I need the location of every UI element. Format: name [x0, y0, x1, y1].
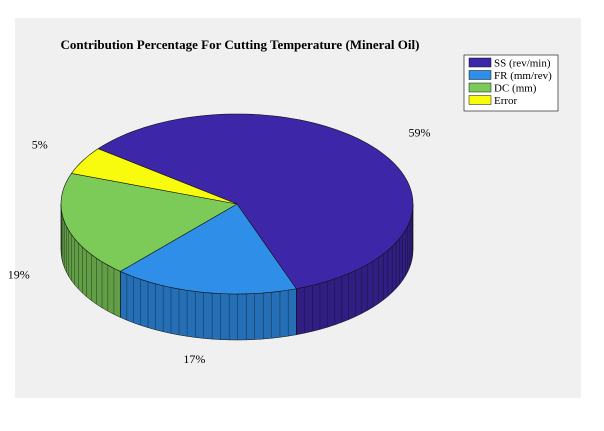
- pie-slice-error: [70, 148, 238, 205]
- pie-slice-fr: [119, 203, 297, 295]
- legend-swatch: [468, 82, 492, 93]
- legend-label: SS (rev/min): [494, 58, 551, 70]
- pct-label-ss: 59%: [409, 126, 431, 140]
- pct-label-dc: 19%: [8, 267, 30, 281]
- pct-label-fr: 17%: [183, 352, 205, 366]
- legend-label: DC (mm): [494, 83, 537, 95]
- legend-swatch: [468, 70, 492, 80]
- legend-label: FR (mm/rev): [494, 70, 552, 82]
- chart-title: Contribution Percentage For Cutting Temp…: [61, 37, 420, 52]
- percent-labels: 59% 17% 19% 5%: [8, 126, 431, 367]
- pie-group: [60, 113, 414, 341]
- pie-slice-dc: [60, 173, 238, 272]
- legend-label: Error: [494, 95, 518, 107]
- pct-label-error: 5%: [32, 137, 48, 151]
- pie-slice-ss: [97, 113, 414, 290]
- legend: SS (rev/min)FR (mm/rev)DC (mm)Error: [463, 54, 559, 112]
- legend-swatch: [468, 95, 492, 105]
- legend-swatch: [468, 57, 492, 68]
